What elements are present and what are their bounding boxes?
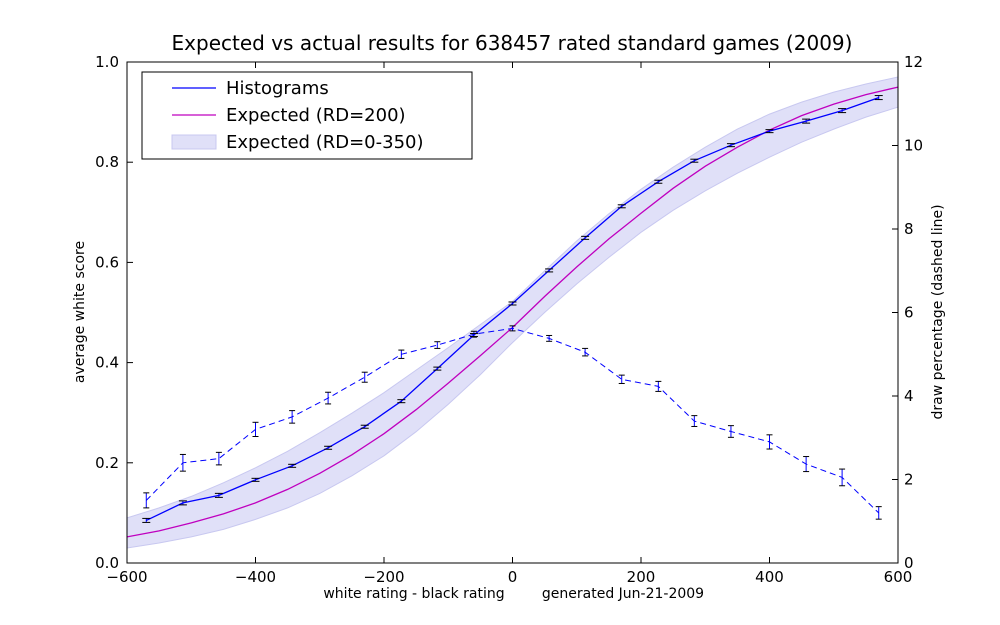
chart-title: Expected vs actual results for 638457 ra… — [172, 31, 853, 55]
y-tick-label: 0.2 — [95, 454, 119, 472]
draw-percentage-errorbar — [803, 456, 810, 473]
legend-histograms-label: Histograms — [226, 78, 329, 99]
legend-expected-band-label: Expected (RD=0-350) — [226, 132, 424, 153]
y-axis-label: average white score — [72, 241, 88, 383]
legend-expected-label: Expected (RD=200) — [226, 105, 406, 126]
x-tick-label: −400 — [235, 568, 276, 586]
legend-histograms-entry: Histograms — [172, 78, 329, 99]
histograms-errorbar — [178, 500, 187, 506]
legend-expected-band-entry: Expected (RD=0-350) — [171, 132, 424, 153]
histograms-errorbar — [360, 424, 369, 429]
axes-layer: −600 −400 −200 0 200 400 600 0.0 0.2 0.4 0.6 0.8 1.0… — [95, 53, 923, 586]
histograms-errorbar — [617, 204, 626, 209]
x-axis-footnote: generated Jun-21-2009 — [542, 586, 704, 602]
y2-tick-label: 8 — [904, 220, 914, 238]
draw-percentage-errorbar — [618, 374, 625, 384]
draw-percentage-errorbar — [398, 349, 405, 359]
histograms-errorbar — [469, 333, 478, 338]
histograms-errorbar — [324, 445, 333, 450]
x-tick-label: 0 — [508, 568, 518, 586]
draw-percentage-errorbar — [582, 347, 589, 357]
histograms-errorbar — [251, 477, 260, 482]
y-tick-label: 0.8 — [95, 153, 119, 171]
histograms-errorbar — [288, 463, 297, 468]
draw-percentage-errorbar — [434, 341, 441, 349]
y2-tick-label: 4 — [904, 387, 914, 405]
histograms-errorbar — [433, 366, 442, 371]
draw-percentage-errorbar — [143, 492, 150, 509]
histograms-errorbar — [508, 301, 517, 306]
draw-percentage-errorbar — [691, 415, 698, 427]
histograms-errorbar — [838, 108, 847, 114]
draw-percentage-errorbar — [509, 325, 516, 332]
draw-percentage-errorbar — [179, 453, 186, 472]
legend-expected-band-swatch — [171, 134, 217, 150]
histograms-errorbar — [690, 158, 699, 163]
histograms-errorbar — [874, 95, 883, 101]
histograms-errorbar — [142, 517, 151, 523]
draw-percentage-errorbar — [655, 380, 662, 392]
draw-percentage-errorbar — [766, 434, 773, 450]
draw-percentage-errorbar — [839, 468, 846, 487]
x-tick-label: 600 — [884, 568, 913, 586]
y2-tick-label: 10 — [904, 137, 923, 155]
x-tick-label: −200 — [363, 568, 404, 586]
y-tick-label: 0.4 — [95, 354, 119, 372]
y2-tick-label: 2 — [904, 471, 914, 489]
y2-axis-label: draw percentage (dashed line) — [930, 204, 946, 419]
y-tick-label: 0.0 — [95, 554, 119, 572]
draw-percentage-errorbar — [252, 421, 259, 437]
legend: Histograms Expected (RD=200) Expected (RD=… — [141, 71, 473, 160]
x-axis-label: white rating - black rating — [323, 586, 504, 602]
y-tick-label: 0.6 — [95, 253, 119, 271]
plot-layer — [126, 76, 899, 549]
draw-percentage-errorbar — [289, 410, 296, 424]
histograms-errorbar — [765, 129, 774, 134]
draw-percentage-errorbar — [361, 371, 368, 383]
histograms-errorbar — [397, 399, 406, 404]
histograms-errorbar — [726, 143, 735, 148]
legend-expected-entry: Expected (RD=200) — [172, 105, 406, 126]
histograms-errorbar — [581, 235, 590, 240]
draw-percentage-errorbar — [325, 391, 332, 405]
y-tick-label: 1.0 — [95, 53, 119, 71]
histograms-errorbar — [654, 179, 663, 184]
x-tick-label: 200 — [627, 568, 656, 586]
draw-percentage-errorbar — [215, 451, 222, 466]
histograms-errorbar — [214, 492, 223, 498]
draw-percentage-errorbar — [875, 506, 882, 520]
y2-tick-label: 12 — [904, 53, 923, 71]
x-tick-label: −600 — [106, 568, 147, 586]
x-tick-label: 400 — [755, 568, 784, 586]
draw-percentage-errorbar — [727, 425, 734, 438]
y2-tick-label: 6 — [904, 304, 914, 322]
histograms-errorbar — [802, 118, 811, 124]
draw-percentage-errorbar — [546, 334, 553, 342]
y2-tick-label: 0 — [904, 554, 914, 572]
histograms-errorbar — [545, 268, 554, 273]
